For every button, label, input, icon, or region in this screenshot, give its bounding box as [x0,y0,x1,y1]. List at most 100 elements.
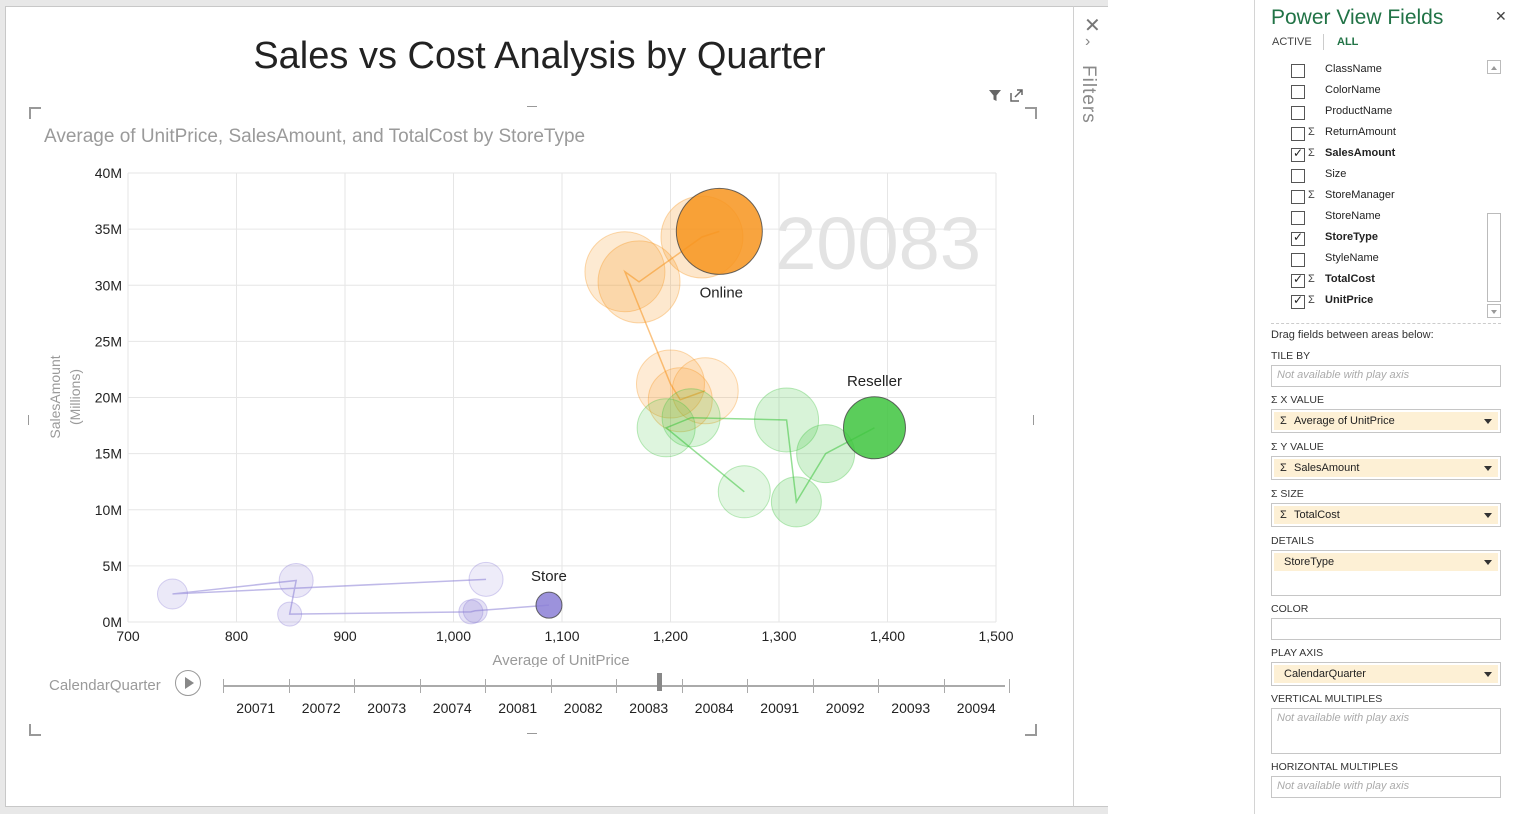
pop-out-icon[interactable] [1010,89,1024,105]
bubble[interactable] [535,591,563,619]
play-axis-tick [1009,679,1010,693]
resize-handle-right[interactable] [1033,415,1034,425]
details-drop[interactable]: StoreType [1271,550,1501,596]
field-checkbox[interactable] [1291,293,1305,309]
quarter-label[interactable]: 20073 [367,700,407,716]
quarter-label[interactable]: 20071 [236,700,276,716]
bubble[interactable] [278,562,314,598]
chart-toolbar [988,89,1024,105]
play-axis-tick [943,679,945,693]
quarter-label[interactable]: 20092 [825,700,865,716]
quarter-label[interactable]: 20094 [956,700,996,716]
bubble[interactable] [597,240,681,324]
size-chip[interactable]: Σ TotalCost [1274,506,1498,524]
dropdown-arrow-icon[interactable] [1484,419,1492,424]
bubble[interactable] [277,601,303,627]
bubble[interactable] [661,388,721,448]
bubble[interactable] [636,398,696,458]
resize-handle-top[interactable] [527,106,537,107]
field-checkbox[interactable] [1291,127,1305,141]
bubble[interactable] [796,424,856,484]
bubble[interactable] [754,387,820,453]
field-checkbox[interactable] [1291,169,1305,183]
field-checkbox[interactable] [1291,190,1305,204]
resize-corner-bl[interactable] [29,724,41,736]
bubble[interactable] [770,476,822,528]
dropdown-arrow-icon[interactable] [1484,513,1492,518]
y-value-drop[interactable]: Σ SalesAmount [1271,456,1501,480]
resize-handle-bottom[interactable] [527,733,537,734]
field-checkbox[interactable] [1291,85,1305,99]
size-drop[interactable]: Σ TotalCost [1271,503,1501,527]
bubble[interactable] [636,349,705,419]
field-checkbox[interactable] [1291,230,1305,246]
bubble[interactable] [647,367,713,433]
scroll-up-button[interactable] [1487,60,1501,74]
play-axis-thumb[interactable] [657,673,662,691]
field-checkbox[interactable] [1291,106,1305,120]
x-value-drop[interactable]: Σ Average of UnitPrice [1271,409,1501,433]
bubble[interactable] [671,357,739,425]
x-tick-label: 1,200 [653,628,688,644]
dropdown-arrow-icon[interactable] [1484,672,1492,677]
panel-close-icon[interactable]: ✕ [1495,8,1507,24]
color-drop[interactable] [1271,618,1501,640]
play-axis-drop[interactable]: CalendarQuarter [1271,662,1501,686]
quarter-label[interactable]: 20084 [694,700,734,716]
bubble[interactable] [675,187,763,275]
chevron-right-icon[interactable]: › [1085,33,1091,50]
tile-by-drop[interactable]: Not available with play axis [1271,365,1501,387]
quarter-label[interactable]: 20093 [891,700,931,716]
resize-corner-tl[interactable] [29,107,41,119]
y-tick-label: 0M [103,614,122,630]
filters-label[interactable]: Filters [1078,65,1099,124]
dropdown-arrow-icon[interactable] [1484,466,1492,471]
horizontal-multiples-drop[interactable]: Not available with play axis [1271,776,1501,798]
play-button[interactable] [175,670,201,696]
quarter-label[interactable]: 20074 [432,700,472,716]
bubble[interactable] [156,578,188,610]
tab-active[interactable]: ACTIVE [1272,36,1312,48]
scatter-chart[interactable]: 700 800 900 1,000 1,100 1,200 1,300 1,400 1,500 0… [6,7,1073,667]
sigma-icon: Σ [1308,189,1315,201]
field-list-scrollbar[interactable] [1487,60,1501,318]
quarter-label[interactable]: 20091 [760,700,800,716]
field-checkbox[interactable] [1291,272,1305,288]
play-axis-tick [616,679,617,693]
quarter-label[interactable]: 20082 [563,700,603,716]
quarter-label[interactable]: 20081 [498,700,538,716]
x-tick-label: 1,000 [436,628,471,644]
bubble[interactable] [584,231,666,313]
play-axis-tick [485,679,486,693]
field-checkbox[interactable] [1291,146,1305,162]
details-chip[interactable]: StoreType [1274,553,1498,571]
tab-all[interactable]: ALL [1337,36,1359,48]
bubble[interactable] [842,396,906,460]
play-axis-chip[interactable]: CalendarQuarter [1274,665,1498,683]
bubble[interactable] [462,598,488,624]
field-name: ReturnAmount [1325,126,1396,138]
close-icon[interactable]: ✕ [1084,15,1101,37]
bubble[interactable] [717,465,771,519]
y-value-chip[interactable]: Σ SalesAmount [1274,459,1498,477]
field-checkbox[interactable] [1291,253,1305,267]
field-checkbox[interactable] [1291,64,1305,78]
resize-corner-br[interactable] [1025,724,1037,736]
resize-corner-tr[interactable] [1025,107,1037,119]
quarter-label[interactable]: 20083 [629,700,669,716]
sigma-icon: Σ [1308,126,1315,138]
quarter-label[interactable]: 20072 [301,700,341,716]
resize-handle-left[interactable] [28,415,29,425]
dropdown-arrow-icon[interactable] [1484,560,1492,565]
scroll-thumb[interactable] [1487,213,1501,302]
bubble[interactable] [458,599,484,625]
bubble[interactable] [468,561,504,597]
y-tick-label: 15M [95,446,122,462]
x-value-chip[interactable]: Σ Average of UnitPrice [1274,412,1498,430]
play-axis-track[interactable] [223,685,1005,687]
vertical-multiples-drop[interactable]: Not available with play axis [1271,708,1501,754]
field-checkbox[interactable] [1291,211,1305,225]
y-tick-label: 35M [95,221,122,237]
scroll-down-button[interactable] [1487,304,1501,318]
filter-icon[interactable] [988,89,1006,105]
